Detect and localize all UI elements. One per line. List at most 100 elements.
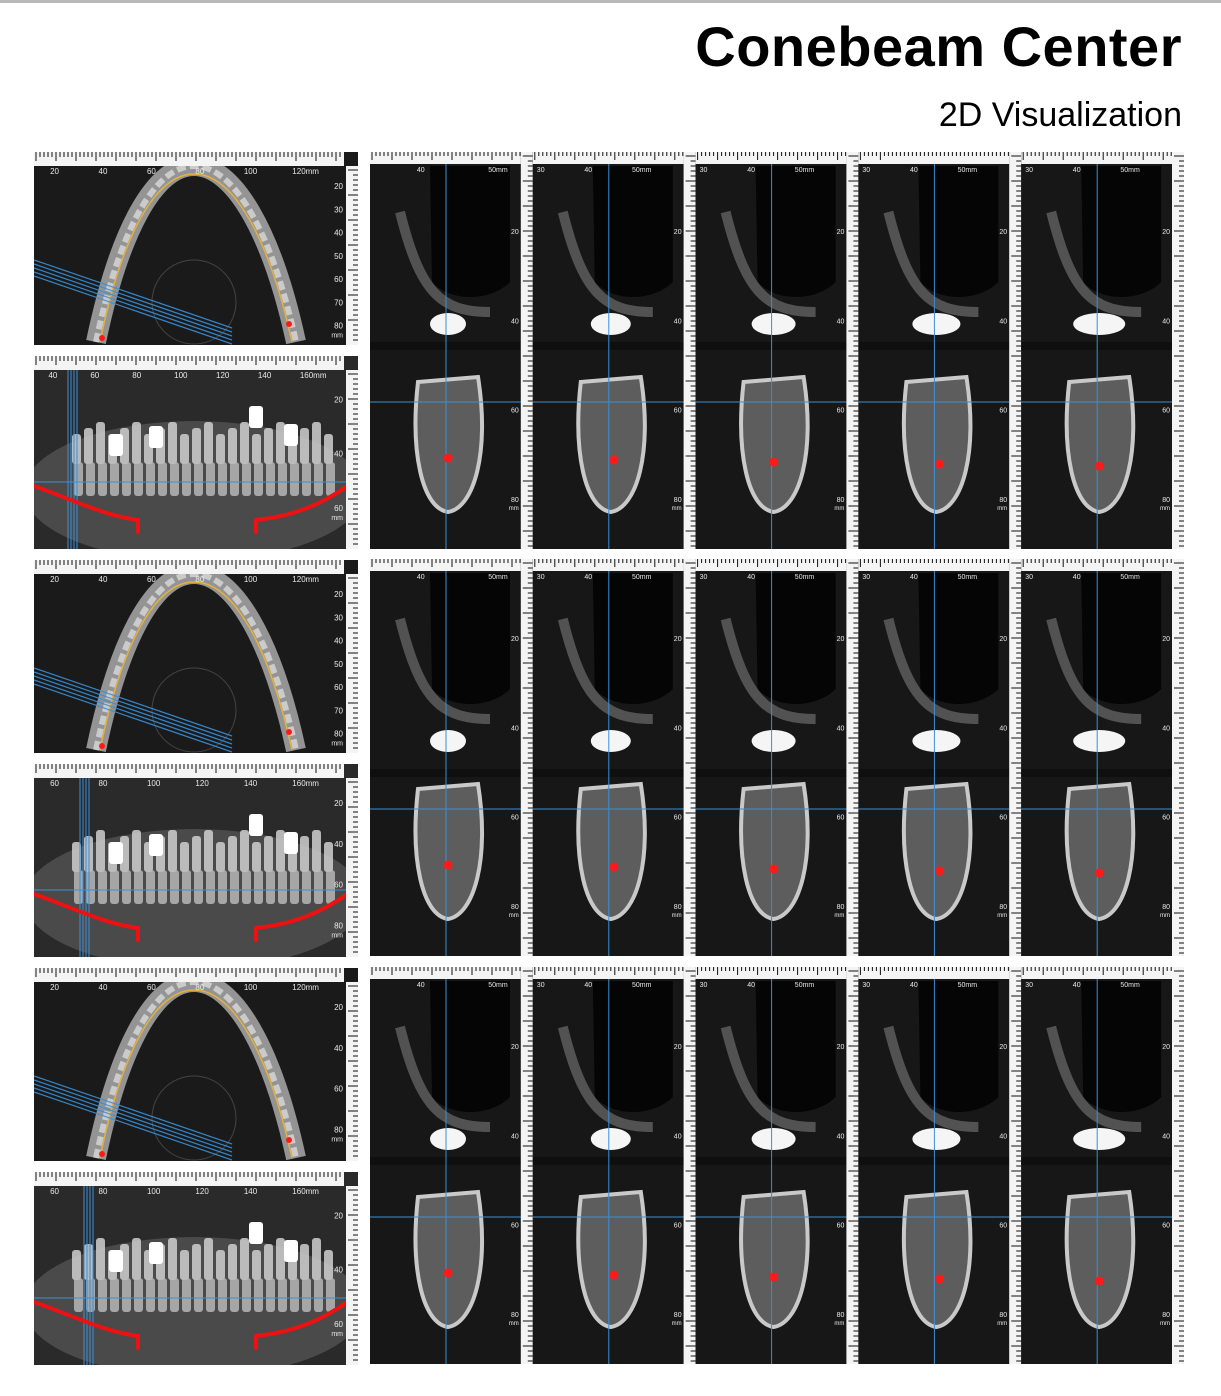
ruler-label: 20: [511, 229, 519, 236]
sinus: [592, 981, 673, 1112]
crown: [430, 730, 466, 752]
slice-lines[interactable]: [67, 370, 78, 549]
canal-trace: [99, 581, 293, 751]
cross-section-2[interactable]: [532, 152, 696, 549]
cross-section-1[interactable]: [370, 967, 533, 1364]
ruler-label: 50mm: [488, 574, 508, 581]
panoramic-view-row-3[interactable]: 60 80 100 120 140 160mm 20 40 60 mm: [34, 1172, 358, 1365]
ruler-label: 50mm: [488, 982, 508, 989]
nerve-marker: [443, 1268, 453, 1278]
cross-section-5[interactable]: [1021, 967, 1184, 1364]
ruler-label: 40: [584, 982, 592, 989]
mandible: [739, 1189, 810, 1330]
ruler-label: 20: [1162, 1044, 1170, 1051]
ruler-label: 40: [334, 450, 343, 459]
ruler-unit: mm: [331, 1136, 343, 1143]
cross-section-4[interactable]: [858, 559, 1022, 956]
slice-lines[interactable]: [83, 1186, 94, 1365]
ruler-label: 50mm: [632, 982, 652, 989]
ruler-label: 60: [999, 1223, 1007, 1230]
ruler-label: 80: [511, 497, 519, 504]
ruler-label: 30: [862, 982, 870, 989]
cross-section-4[interactable]: [858, 152, 1022, 549]
ruler-label: 50mm: [795, 982, 815, 989]
cross-section-5[interactable]: [1021, 152, 1184, 549]
axial-view-row-1[interactable]: 20 40 60 80 100 120mm 20 30 40 50 60 70 80 mm: [34, 152, 358, 345]
ruler-unit: mm: [672, 506, 682, 512]
ruler-label: 40: [417, 574, 425, 581]
ruler-unit: mm: [997, 913, 1007, 919]
mandible: [576, 1189, 647, 1330]
ruler-label: 80: [837, 497, 845, 504]
ruler-label: 40: [334, 637, 343, 646]
nerve-marker: [609, 1270, 619, 1280]
panoramic-view-row-1[interactable]: 40 60 80 100 120 140 160mm 20 40 60 mm: [34, 356, 358, 549]
sinus: [918, 981, 999, 1112]
cross-section-2[interactable]: [532, 967, 696, 1364]
cross-section-4[interactable]: [858, 967, 1022, 1364]
ruler-label: 80: [999, 904, 1007, 911]
cross-section-strip-row-3[interactable]: 40 50mm 20 40 60 80 mm 30 40 50mm 20 40 60 80 mm 30 40 50…: [370, 967, 1184, 1364]
nerve-marker: [1094, 1276, 1104, 1286]
cross-section-3[interactable]: [695, 967, 859, 1364]
ruler-label: 50mm: [958, 167, 978, 174]
ruler-label: 40: [999, 725, 1007, 732]
nerve-trace-left: [254, 887, 356, 942]
ruler-label: 30: [537, 982, 545, 989]
ruler-label: 50mm: [795, 574, 815, 581]
panoramic-view-row-2[interactable]: 60 80 100 120 140 160mm 20 40 60 80 mm: [34, 764, 358, 957]
ruler-label: 20: [334, 799, 343, 808]
ruler-label: 80: [999, 1312, 1007, 1319]
ruler-label: 50: [334, 660, 343, 669]
cross-section-strip-row-2[interactable]: 40 50mm 20 40 60 80 mm 30 40 50mm 20 40 60 80 mm 30 40 50…: [370, 559, 1184, 956]
ruler-label: 30: [862, 167, 870, 174]
ruler-label: 80: [674, 904, 682, 911]
ruler-label: 40: [99, 167, 108, 176]
ruler-label: 60: [511, 408, 519, 415]
ruler-label: 60: [1162, 1223, 1170, 1230]
ruler-label: 160mm: [292, 779, 319, 788]
cross-section-2[interactable]: [532, 559, 696, 956]
mandible: [739, 781, 810, 922]
lower-teeth: [74, 462, 335, 496]
slice-lines[interactable]: [34, 259, 233, 345]
slice-lines[interactable]: [34, 1075, 233, 1161]
axial-view-row-3[interactable]: 20 40 60 80 100 120mm 20 40 60 80 mm: [34, 968, 358, 1161]
ruler-label: 60: [511, 815, 519, 822]
ruler-label: 40: [48, 371, 57, 380]
ruler-unit: mm: [1160, 913, 1170, 919]
ruler-label: 60: [147, 983, 156, 992]
ruler-label: 40: [1162, 318, 1170, 325]
canal-trace: [99, 989, 293, 1159]
crown: [590, 313, 631, 335]
nerve-marker: [769, 864, 779, 874]
ruler-label: 20: [50, 167, 59, 176]
ruler-label: 60: [674, 1223, 682, 1230]
nerve-trace-left: [254, 1295, 356, 1350]
ruler-label: 40: [674, 725, 682, 732]
cross-section-3[interactable]: [695, 152, 859, 549]
ruler-label: 120: [195, 1187, 209, 1196]
ruler-label: 20: [999, 229, 1007, 236]
ruler-label: 20: [674, 1044, 682, 1051]
axial-right-ruler: 20 40 60 80 mm: [331, 982, 358, 1161]
cross-section-strip-row-1[interactable]: 40 50mm 20 40 60 80 mm 30 40 50mm 20 40 60 80 mm 30 40 50…: [370, 152, 1184, 549]
nerve-trace-right: [34, 484, 140, 534]
slice-lines[interactable]: [34, 667, 233, 753]
axial-right-ruler: 20 30 40 50 60 70 80 mm: [331, 574, 358, 753]
axial-view-row-2[interactable]: 20 40 60 80 100 120mm 20 30 40 50 60 70 80 mm: [34, 560, 358, 753]
ruler-label: 80: [334, 322, 343, 331]
cross-section-1[interactable]: [370, 559, 533, 956]
nerve-marker: [1094, 868, 1104, 878]
ruler-label: 40: [334, 1044, 343, 1053]
slice-lines[interactable]: [79, 778, 90, 957]
ruler-label: 20: [999, 636, 1007, 643]
ruler-label: 40: [99, 983, 108, 992]
ruler-label: 50mm: [1120, 982, 1140, 989]
ruler-label: 60: [334, 504, 343, 513]
nerve-marker: [609, 455, 619, 465]
cross-section-5[interactable]: [1021, 559, 1184, 956]
nerve-marker-left: [99, 335, 105, 341]
cross-section-3[interactable]: [695, 559, 859, 956]
cross-section-1[interactable]: [370, 152, 533, 549]
